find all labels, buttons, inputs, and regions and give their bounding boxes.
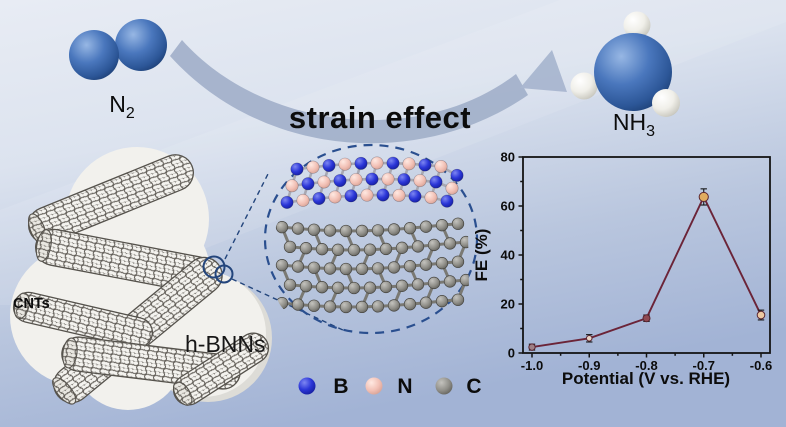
n2-label: N2 xyxy=(109,91,135,122)
magnifier-rings-icon xyxy=(202,255,234,284)
cnt-tubes xyxy=(12,154,270,406)
nh3-molecule: NH3 xyxy=(570,11,680,140)
svg-text:-1.0: -1.0 xyxy=(521,358,543,373)
legend-item-n: N xyxy=(365,375,413,398)
legend-item-c: C xyxy=(435,375,482,398)
nitrogen-atom xyxy=(69,30,119,80)
fe-chart: -1.0 -0.9 -0.8 -0.7 -0.6 0 20 40 60 80 FE (%) Pot… xyxy=(472,150,772,388)
atom-legend: B N C xyxy=(298,375,482,398)
chart-x-axis-title: Potential (V vs. RHE) xyxy=(562,369,730,388)
svg-text:0: 0 xyxy=(508,346,515,361)
hbnns-label: h-BNNs xyxy=(185,331,266,357)
boron-sphere-icon xyxy=(298,377,316,395)
bn-sheet-model xyxy=(280,156,464,209)
nitrogen-atom xyxy=(115,19,167,71)
svg-text:-0.9: -0.9 xyxy=(578,358,600,373)
legend-label-n: N xyxy=(397,375,412,398)
nh3-label: NH3 xyxy=(613,109,655,140)
legend-label-b: B xyxy=(333,375,348,398)
svg-text:20: 20 xyxy=(501,297,515,312)
legend-item-b: B xyxy=(298,375,349,398)
hydrogen-atom xyxy=(570,72,598,100)
reaction-arrow xyxy=(170,40,567,144)
legend-label-c: C xyxy=(466,375,481,398)
nitrogen-sphere-icon xyxy=(365,377,383,395)
svg-text:-0.6: -0.6 xyxy=(750,358,772,373)
arrow-swoosh xyxy=(170,40,528,144)
cnt-cluster: CNTs h-BNNs xyxy=(10,147,272,410)
hydrogen-atom xyxy=(623,11,651,39)
svg-text:-0.8: -0.8 xyxy=(635,358,657,373)
zoom-callout xyxy=(224,143,479,335)
nitrogen-atom xyxy=(594,33,672,111)
svg-text:80: 80 xyxy=(501,150,515,165)
carbon-tube-model xyxy=(275,217,469,314)
arrow-head-icon xyxy=(520,50,567,92)
svg-text:60: 60 xyxy=(501,199,515,214)
cnts-label: CNTs xyxy=(13,296,50,312)
carbon-sphere-icon xyxy=(435,377,453,395)
process-title: strain effect xyxy=(289,100,471,135)
chart-plot: -1.0 -0.9 -0.8 -0.7 -0.6 0 20 40 60 80 xyxy=(501,150,773,373)
callout-ellipse xyxy=(263,143,479,335)
svg-text:40: 40 xyxy=(501,248,515,263)
n2-molecule: N2 xyxy=(69,19,167,122)
chart-y-axis-title: FE (%) xyxy=(472,229,491,282)
hydrogen-atom xyxy=(652,89,680,117)
svg-text:-0.7: -0.7 xyxy=(693,358,715,373)
